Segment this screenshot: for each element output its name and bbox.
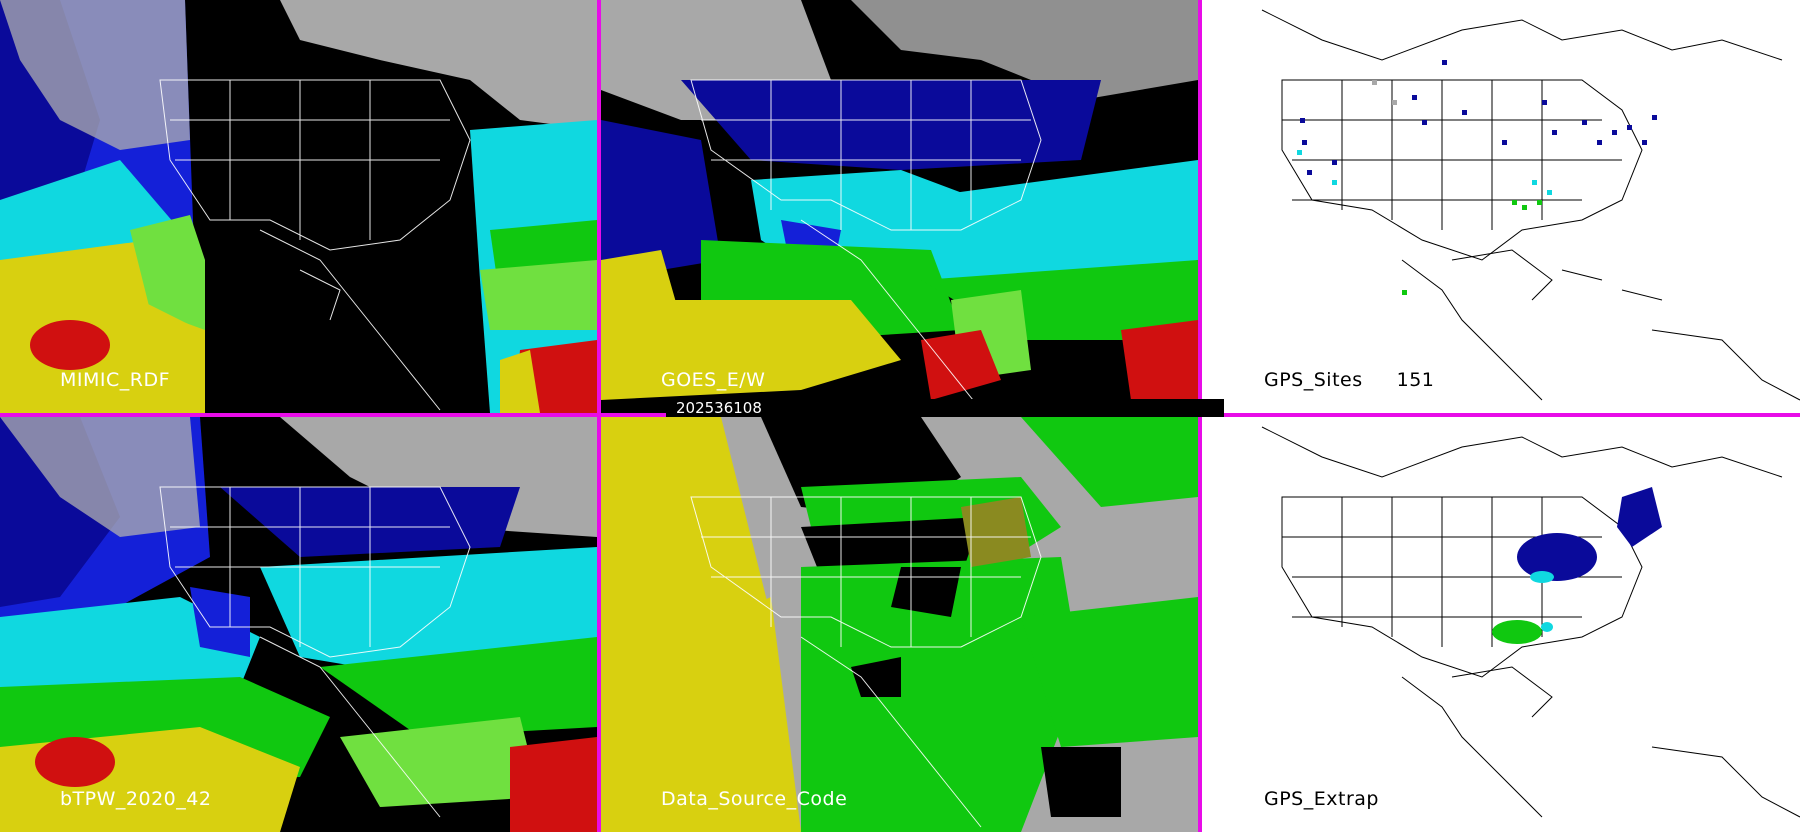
timestamp-bar: 202536108 bbox=[666, 399, 1224, 417]
mimic-panel: MIMIC_RDF bbox=[0, 0, 597, 413]
gps-sites-count: 151 bbox=[1396, 369, 1435, 391]
gps-sites-title: GPS_Sites bbox=[1264, 369, 1363, 391]
gps-extrap-label: GPS_Extrap bbox=[1264, 788, 1379, 810]
source-panel: Data_Source_Code bbox=[601, 417, 1198, 832]
gps-sites-panel: GPS_Sites 151 bbox=[1202, 0, 1800, 413]
source-label: Data_Source_Code bbox=[661, 788, 848, 810]
btpw-panel: bTPW_2020_42 bbox=[0, 417, 597, 832]
mimic-label: MIMIC_RDF bbox=[60, 369, 171, 391]
btpw-label: bTPW_2020_42 bbox=[60, 788, 212, 810]
gps-sites-label: GPS_Sites 151 bbox=[1264, 369, 1434, 391]
goes-label: GOES_E/W bbox=[661, 369, 766, 391]
timestamp: 202536108 bbox=[676, 399, 762, 417]
goes-panel: GOES_E/W bbox=[601, 0, 1198, 413]
vertical-divider-left bbox=[597, 0, 601, 832]
gps-extrap-panel: GPS_Extrap bbox=[1202, 417, 1800, 832]
